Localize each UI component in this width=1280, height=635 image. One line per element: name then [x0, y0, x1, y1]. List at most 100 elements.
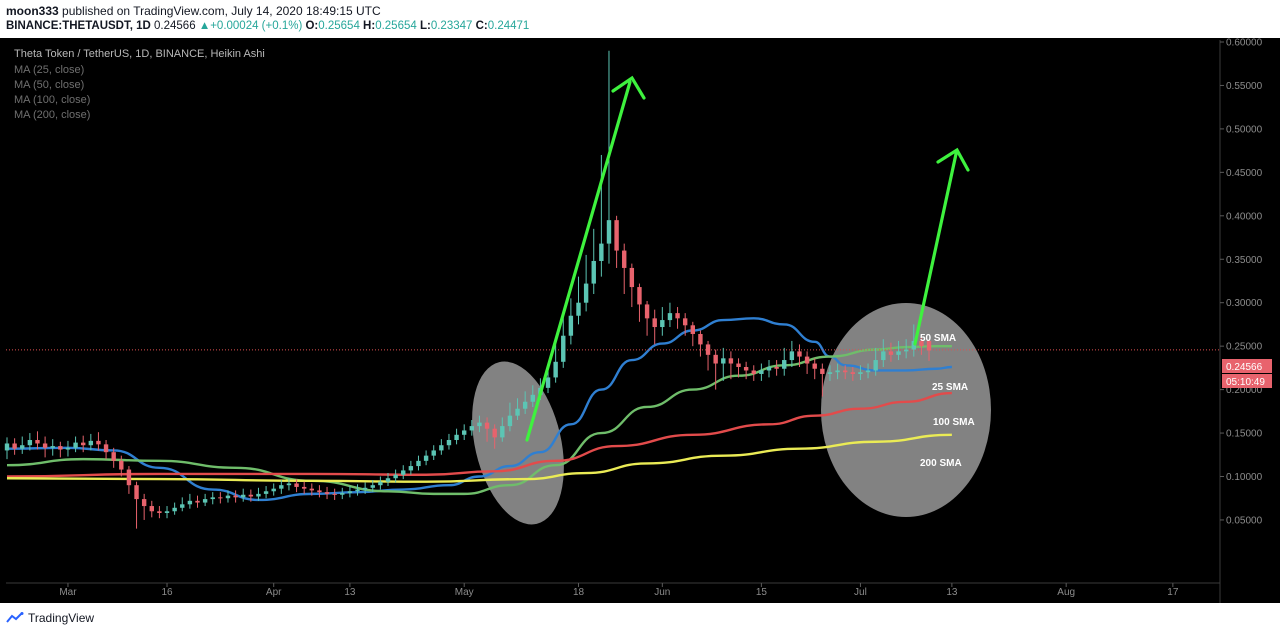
candle: [705, 340, 711, 371]
candle: [629, 263, 635, 308]
candle-body: [515, 408, 520, 416]
candle-body: [492, 428, 497, 438]
legend-ma50[interactable]: MA (50, close): [14, 79, 84, 91]
candle: [591, 228, 596, 295]
candle: [81, 435, 86, 453]
candle: [820, 363, 825, 397]
candle-body: [401, 470, 406, 475]
candle-body: [279, 485, 284, 489]
candle: [423, 450, 429, 466]
candle-body: [591, 260, 596, 284]
candle: [759, 363, 764, 381]
candle-body: [614, 220, 619, 251]
candle-body: [896, 351, 901, 355]
candle-body: [439, 445, 444, 451]
candle: [256, 487, 261, 501]
candle-body: [111, 452, 116, 461]
legend-ma100[interactable]: MA (100, close): [14, 94, 90, 106]
time-axis[interactable]: Mar 16 Apr 13 May 18 Jun 15 Jul 13 Aug 17: [59, 583, 1179, 598]
candle: [484, 417, 490, 442]
candle: [911, 324, 916, 357]
candle-body: [27, 440, 33, 446]
candle-body: [317, 490, 322, 493]
candle: [728, 351, 734, 380]
candle: [721, 347, 726, 381]
candle-body: [583, 283, 589, 303]
candle: [119, 455, 124, 477]
candle-body: [241, 494, 246, 498]
candle-body: [393, 474, 398, 479]
low-label: L:: [419, 20, 431, 32]
candle: [134, 481, 139, 529]
price-axis[interactable]: 0.05000 0.10000 0.15000 0.20000 0.25000 0.300…: [1220, 38, 1263, 526]
candle: [835, 363, 840, 380]
ma50-line: [6, 344, 952, 496]
candle-body: [858, 372, 863, 374]
candle: [492, 424, 497, 449]
candle: [355, 484, 360, 496]
candle-body: [827, 372, 833, 374]
candle-body: [766, 367, 772, 371]
candle-body: [42, 443, 48, 448]
countdown-tag-text: 05:10:49: [1226, 377, 1265, 388]
candle-body: [35, 440, 40, 444]
candle-body: [88, 440, 94, 446]
candle-body: [926, 340, 932, 351]
price-change: +0.00024 (+0.1%): [210, 20, 303, 32]
candle-body: [301, 486, 307, 489]
candle: [576, 276, 581, 325]
candle-body: [835, 370, 840, 373]
candle: [233, 490, 238, 503]
candle: [530, 385, 535, 407]
candle-body: [164, 511, 170, 513]
price-chart[interactable]: 50 SMA 25 SMA 100 SMA 200 SMA Theta Toke…: [0, 38, 1280, 603]
candle: [789, 340, 795, 368]
candle-body: [484, 422, 490, 429]
candle-body: [271, 488, 276, 492]
legend-ma200[interactable]: MA (200, close): [14, 109, 90, 121]
candle-body: [713, 354, 718, 364]
last-price-tag-bg: [1222, 359, 1272, 373]
candle: [317, 485, 322, 498]
candle-body: [462, 430, 467, 435]
candle: [164, 506, 170, 519]
candle: [332, 488, 337, 500]
candle: [698, 330, 703, 357]
candle-body: [553, 361, 558, 378]
candle: [881, 339, 886, 368]
candle: [347, 486, 353, 498]
tradingview-brand[interactable]: TradingView: [6, 611, 94, 625]
symbol-info: BINANCE:THETAUSDT, 1D 0.24566 ▲+0.00024 …: [6, 20, 529, 32]
candle: [157, 506, 162, 519]
author-name[interactable]: moon333: [6, 4, 59, 18]
legend-ma25[interactable]: MA (25, close): [14, 64, 84, 76]
candle: [568, 298, 574, 345]
candle: [393, 469, 398, 483]
tradingview-logo-icon: [6, 612, 24, 623]
candle-body: [309, 488, 314, 491]
candle: [370, 479, 375, 493]
candle-body: [888, 351, 894, 355]
candles: [4, 50, 932, 529]
close-label: C:: [475, 20, 488, 32]
candle: [35, 431, 40, 450]
candle-body: [454, 434, 459, 441]
plot-area[interactable]: [6, 40, 1220, 603]
candle: [149, 500, 154, 518]
candle: [660, 307, 665, 336]
candle: [111, 447, 116, 468]
high-value: 0.25654: [375, 20, 417, 32]
last-price: 0.24566: [154, 20, 196, 32]
candle: [599, 154, 604, 277]
candle-body: [149, 506, 154, 512]
candle: [202, 493, 208, 507]
candle-body: [911, 340, 916, 350]
publish-info: moon333 published on TradingView.com, Ju…: [6, 4, 381, 18]
candle: [42, 436, 48, 458]
up-triangle-icon: ▲: [198, 20, 211, 32]
candle-body: [12, 443, 17, 449]
candle: [96, 432, 101, 451]
candle: [65, 440, 71, 457]
candle-body: [324, 492, 330, 494]
annotation-50-sma: 50 SMA: [920, 333, 956, 344]
